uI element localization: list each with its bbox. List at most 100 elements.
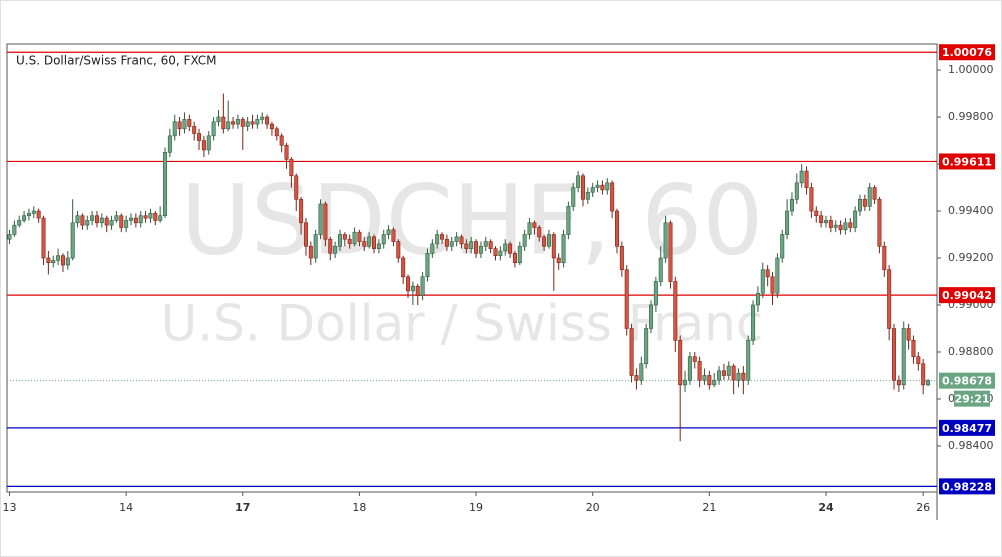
- candle-body: [819, 215, 824, 224]
- candle-body: [556, 257, 561, 264]
- level-label: 0.99042: [942, 289, 992, 302]
- candle-body: [882, 245, 887, 271]
- candle-body: [760, 269, 765, 294]
- candle-body: [192, 126, 197, 134]
- candle-body: [313, 234, 318, 259]
- candle-body: [386, 229, 391, 235]
- candle-body: [653, 281, 658, 306]
- candle-body: [425, 253, 430, 278]
- candle-body: [187, 119, 192, 127]
- candle-body: [250, 121, 255, 125]
- candle-body: [576, 175, 581, 188]
- candle-body: [717, 370, 722, 381]
- candle-body: [94, 215, 99, 224]
- candle-body: [726, 365, 731, 376]
- candle-body: [887, 269, 892, 329]
- watermark: USDCHF, 60 U.S. Dollar / Swiss Franc: [161, 164, 764, 352]
- candle-body: [444, 238, 449, 247]
- candle-body: [231, 121, 236, 125]
- candle-body: [483, 241, 488, 247]
- candle-body: [172, 121, 177, 137]
- candle-body: [99, 217, 104, 224]
- candle-body: [522, 234, 527, 247]
- y-tick-label: 0.98400: [948, 439, 994, 452]
- candle-body: [352, 231, 357, 245]
- candle-body: [124, 220, 129, 228]
- x-tick-label: 19: [469, 501, 483, 514]
- candle-body: [619, 245, 624, 271]
- candle-body: [201, 140, 206, 151]
- candle-body: [323, 203, 328, 240]
- candle-body: [381, 234, 386, 245]
- candle-body: [182, 119, 187, 130]
- candle-body: [221, 116, 226, 130]
- countdown-label: 29:21: [954, 393, 989, 406]
- candle-body: [119, 215, 124, 228]
- watermark-symbol: USDCHF, 60: [181, 164, 764, 276]
- candle-body: [838, 224, 843, 231]
- x-tick-label: 14: [119, 501, 133, 514]
- candle-body: [639, 363, 644, 381]
- current-price-box: [939, 372, 995, 389]
- candle-body: [269, 123, 274, 130]
- candle-body: [580, 175, 585, 200]
- candle-body: [731, 365, 736, 381]
- candle-body: [474, 241, 479, 254]
- level-label: 0.98477: [942, 422, 992, 435]
- candle-body: [614, 210, 619, 247]
- candle-body: [328, 238, 333, 254]
- candle-body: [916, 356, 921, 365]
- candle-body: [785, 210, 790, 235]
- candle-body: [755, 292, 760, 306]
- candle-body: [7, 234, 12, 240]
- candle-body: [503, 243, 508, 252]
- candle-body: [260, 116, 265, 120]
- y-tick-label: 0.99400: [948, 204, 994, 217]
- candle-body: [906, 328, 911, 341]
- x-tick-label: 13: [3, 501, 17, 514]
- candle-body: [746, 339, 751, 381]
- candle-body: [775, 257, 780, 294]
- candle-body: [318, 203, 323, 235]
- candle-body: [406, 276, 411, 292]
- candle-body: [712, 379, 717, 386]
- candle-body: [226, 121, 231, 130]
- candle-body: [333, 245, 338, 254]
- candle-body: [561, 234, 566, 264]
- candle-body: [862, 198, 867, 207]
- candle-body: [22, 215, 27, 221]
- level-label-box: [939, 44, 995, 61]
- candle-body: [537, 227, 542, 238]
- candle-body: [440, 234, 445, 240]
- candle-body: [527, 222, 532, 235]
- candle-body: [449, 241, 454, 247]
- candle-body: [46, 257, 51, 264]
- candle-body: [391, 229, 396, 242]
- candle-body: [420, 276, 425, 296]
- candle-body: [75, 215, 80, 224]
- candle-body: [853, 210, 858, 228]
- candle-body: [138, 215, 143, 224]
- candle-body: [551, 234, 556, 259]
- candle-body: [294, 175, 299, 200]
- candle-body: [649, 304, 654, 329]
- candle-body: [211, 121, 216, 137]
- candle-body: [308, 245, 313, 259]
- candle-body: [410, 285, 415, 292]
- candle-body: [707, 375, 712, 386]
- x-tick-label: 17: [235, 501, 250, 514]
- candle-body: [721, 370, 726, 376]
- y-tick-label: 0.99200: [948, 251, 994, 264]
- candle-body: [585, 191, 590, 200]
- candle-body: [546, 234, 551, 247]
- candle-body: [65, 257, 70, 266]
- level-label: 1.00076: [942, 46, 992, 59]
- candle-body: [90, 215, 95, 221]
- candle-body: [85, 220, 90, 226]
- candle-body: [163, 151, 168, 217]
- level-label-box: [939, 287, 995, 304]
- candle-body: [109, 220, 114, 226]
- candle-body: [240, 119, 245, 127]
- candle-body: [245, 121, 250, 127]
- candle-body: [799, 170, 804, 184]
